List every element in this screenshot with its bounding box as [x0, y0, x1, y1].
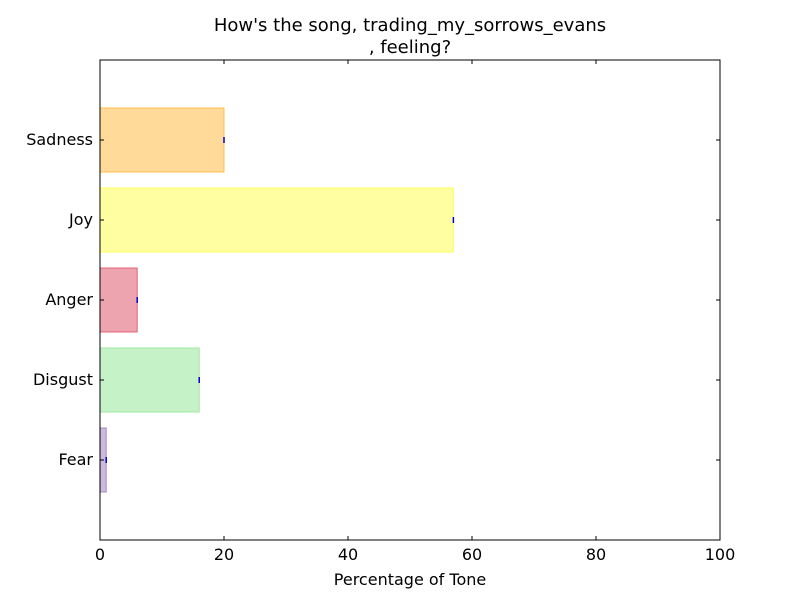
ticks-layer: Fear Disgust Anger Joy Sadness 0 20 40 60 80 100	[26, 60, 735, 564]
chart-title-line-2: , feeling?	[369, 37, 451, 58]
chart-title-line-1: How's the song, trading_my_sorrows_evans	[214, 15, 606, 36]
x-axis-label: Percentage of Tone	[334, 570, 486, 589]
x-tick-label: 80	[586, 545, 606, 564]
y-tick-label-anger: Anger	[45, 290, 93, 309]
x-tick-label: 60	[462, 545, 482, 564]
y-tick-label-disgust: Disgust	[33, 370, 93, 389]
bar-disgust	[99, 347, 200, 413]
bars-layer	[99, 107, 455, 493]
x-tick-label: 0	[95, 545, 105, 564]
y-tick-label-joy: Joy	[68, 210, 93, 229]
x-tick-label: 40	[338, 545, 358, 564]
bar-joy	[99, 187, 454, 253]
bar-sadness	[99, 107, 225, 173]
bar-anger	[99, 267, 138, 333]
x-tick-label: 20	[214, 545, 234, 564]
y-tick-label-fear: Fear	[58, 450, 93, 469]
x-tick-label: 100	[705, 545, 736, 564]
y-tick-label-sadness: Sadness	[26, 130, 93, 149]
plot-frame	[99, 59, 721, 541]
